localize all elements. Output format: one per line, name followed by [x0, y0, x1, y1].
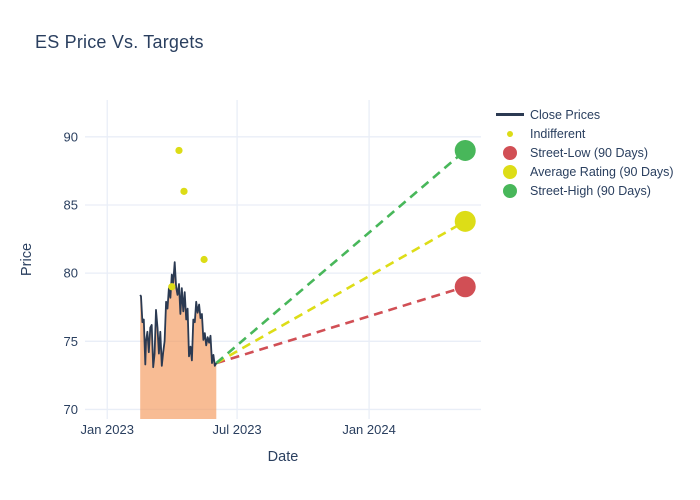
- axis-tick-labels: 70 75 80 85 90 Jan 2023 Jul 2023 Jan 2024: [64, 129, 396, 437]
- x-axis-title: Date: [268, 449, 299, 465]
- x-tick-label: Jan 2023: [80, 422, 134, 437]
- indifferent-dot[interactable]: [200, 255, 208, 264]
- legend-line-icon: [493, 113, 527, 116]
- target-projection-lines: [215, 149, 467, 365]
- y-tick-label: 75: [64, 334, 78, 349]
- target-dot[interactable]: [454, 139, 476, 161]
- indifferent-dot[interactable]: [168, 283, 176, 291]
- legend-item[interactable]: Street-High (90 Days): [493, 181, 674, 200]
- target-dot[interactable]: [454, 210, 476, 232]
- legend-dot-icon: [493, 130, 527, 137]
- legend-item-label: Street-Low (90 Days): [530, 145, 649, 160]
- legend-dot-icon: [493, 183, 527, 198]
- y-tick-label: 80: [64, 266, 78, 281]
- y-axis-title: Price: [19, 243, 35, 276]
- legend: Close Prices Indifferent Street-Low (90 Da…: [493, 105, 674, 200]
- legend-item[interactable]: Street-Low (90 Days): [493, 143, 674, 162]
- legend-item[interactable]: Close Prices: [493, 105, 674, 124]
- projection-line: [215, 220, 466, 365]
- target-dot[interactable]: [454, 276, 476, 298]
- y-tick-label: 85: [64, 197, 78, 212]
- chart-title: ES Price Vs. Targets: [35, 32, 204, 52]
- close-price-path[interactable]: [139, 261, 218, 369]
- scatter-points: [168, 139, 476, 298]
- y-tick-label: 70: [64, 402, 78, 417]
- close-price-fill: [140, 262, 217, 419]
- legend-item-label: Street-High (90 Days): [530, 183, 651, 198]
- legend-item-label: Close Prices: [530, 107, 601, 122]
- close-price-area: [140, 262, 217, 419]
- indifferent-dot[interactable]: [175, 146, 183, 155]
- x-tick-label: Jul 2023: [213, 422, 262, 437]
- gridlines: [85, 100, 481, 419]
- legend-dot-icon: [493, 145, 527, 160]
- legend-item[interactable]: Indifferent: [493, 124, 674, 143]
- legend-item[interactable]: Average Rating (90 Days): [493, 162, 674, 181]
- close-price-line: [139, 261, 218, 369]
- x-tick-label: Jan 2024: [342, 422, 396, 437]
- y-tick-label: 90: [64, 129, 78, 144]
- projection-line: [215, 149, 467, 365]
- legend-item-label: Average Rating (90 Days): [530, 164, 674, 179]
- plot-area[interactable]: [85, 100, 481, 419]
- projection-line: [215, 285, 466, 365]
- legend-item-label: Indifferent: [530, 126, 586, 141]
- indifferent-dot[interactable]: [180, 187, 188, 195]
- legend-dot-icon: [493, 164, 527, 179]
